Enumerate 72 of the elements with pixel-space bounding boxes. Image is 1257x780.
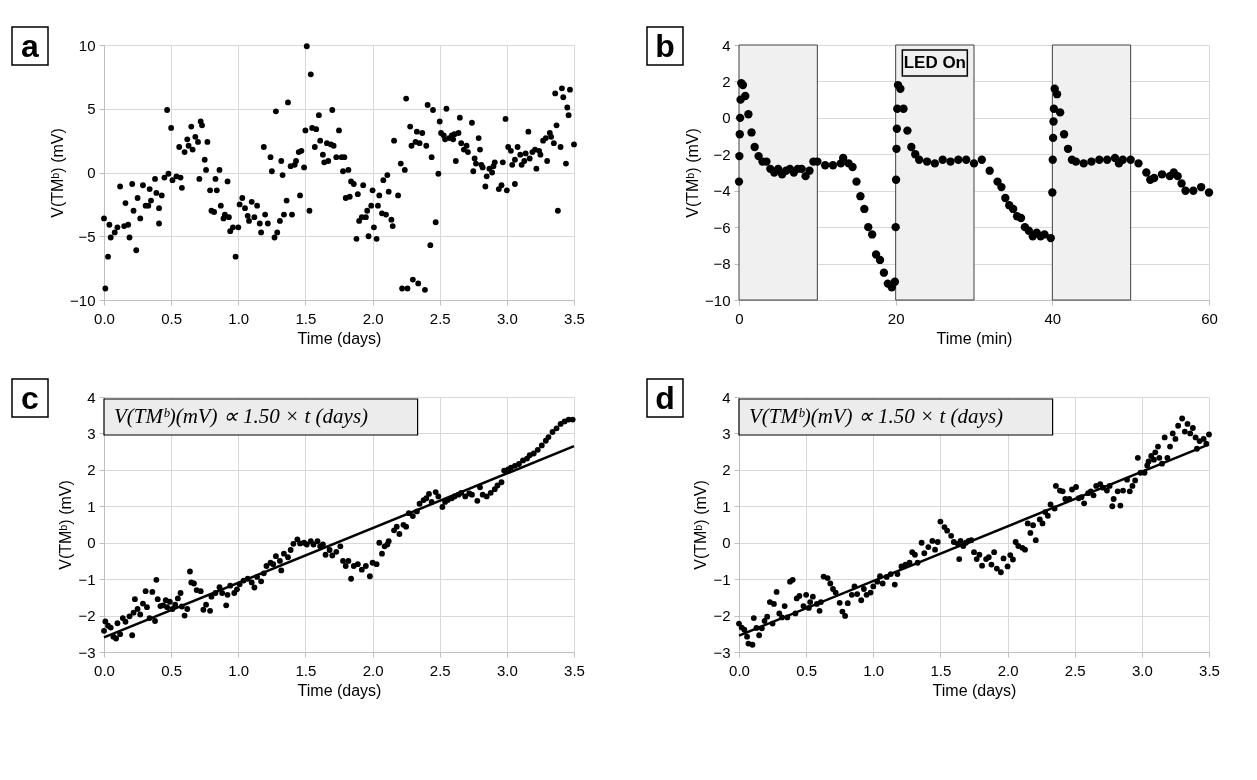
y-tick-label: −8	[713, 255, 731, 273]
band-label: LED On	[903, 53, 967, 72]
x-tick-label: 1.5	[295, 661, 317, 679]
y-tick-label: 2	[722, 461, 731, 479]
x-tick-label: 0.5	[796, 661, 818, 679]
y-tick-label: −2	[713, 145, 731, 163]
y-tick-label: 2	[722, 72, 731, 90]
y-tick-label: −2	[78, 607, 96, 625]
x-tick-label: 3.5	[564, 309, 585, 327]
y-tick-label: 0	[722, 109, 731, 127]
text: a	[21, 28, 40, 64]
y-tick-label: −4	[713, 182, 731, 200]
y-tick-label: 3	[722, 424, 731, 442]
y-tick-label: 3	[87, 424, 96, 442]
x-tick-label: 2.5	[429, 309, 451, 327]
y-tick-label: 2	[87, 461, 96, 479]
y-tick-label: −3	[713, 643, 731, 661]
x-tick-label: 1.0	[228, 309, 250, 327]
x-tick-label: 2.0	[362, 661, 384, 679]
y-axis-title: V(TMᵇ) (mV)	[57, 480, 75, 570]
y-tick-label: −1	[713, 570, 731, 588]
y-tick-label: −6	[713, 218, 731, 236]
x-tick-label: 3.0	[1131, 661, 1153, 679]
y-tick-label: −1	[78, 570, 96, 588]
x-tick-label: 2.0	[997, 661, 1019, 679]
x-tick-label: 2.5	[1064, 661, 1086, 679]
y-tick-label: −2	[713, 607, 731, 625]
text: d	[655, 380, 675, 416]
x-tick-label: 0.5	[161, 309, 183, 327]
x-tick-label: 1.5	[295, 309, 317, 327]
x-tick-label: 1.0	[228, 661, 250, 679]
x-tick-label: 3.0	[496, 309, 518, 327]
x-tick-label: 40	[1044, 309, 1062, 327]
y-tick-label: 0	[722, 534, 731, 552]
y-tick-label: 10	[78, 36, 96, 54]
x-tick-label: 3.0	[496, 661, 518, 679]
annotation: V(TMᵇ)(mV) ∝ 1.50 × t (days)	[114, 404, 369, 428]
x-axis-title: Time (days)	[297, 329, 382, 347]
x-axis-title: Time (days)	[297, 681, 382, 699]
x-axis-title: Time (days)	[932, 681, 1017, 699]
y-tick-label: 0	[87, 164, 96, 181]
y-tick-label: 4	[87, 388, 96, 406]
text: b	[655, 28, 675, 64]
y-axis-title: V(TMᵇ) (mV)	[49, 128, 67, 218]
x-axis-title: Time (min)	[936, 329, 1013, 347]
y-tick-label: 5	[87, 100, 96, 118]
y-tick-label: 4	[722, 36, 731, 54]
x-tick-label: 0.0	[94, 309, 115, 327]
x-tick-label: 1.5	[930, 661, 952, 679]
y-tick-label: 4	[722, 388, 731, 406]
x-tick-label: 20	[887, 309, 905, 327]
y-tick-label: 1	[722, 497, 731, 515]
y-axis-title: V(TMᵇ) (mV)	[692, 480, 710, 570]
x-tick-label: 1.0	[863, 661, 885, 679]
y-tick-label: −5	[78, 227, 96, 245]
y-tick-label: −3	[78, 643, 96, 661]
x-tick-label: 3.5	[1199, 661, 1220, 679]
annotation: V(TMᵇ)(mV) ∝ 1.50 × t (days)	[749, 404, 1004, 428]
y-tick-label: 0	[87, 534, 96, 552]
x-tick-label: 0	[735, 309, 744, 327]
y-tick-label: 1	[87, 497, 96, 515]
x-tick-label: 0.0	[94, 661, 115, 679]
x-tick-label: 60	[1201, 309, 1218, 327]
x-tick-label: 2.5	[429, 661, 451, 679]
x-tick-label: 3.5	[564, 661, 585, 679]
y-tick-label: −10	[705, 291, 731, 309]
y-axis-title: V(TMᵇ) (mV)	[684, 128, 702, 218]
x-tick-label: 2.0	[362, 309, 384, 327]
x-tick-label: 0.5	[161, 661, 183, 679]
y-tick-label: −10	[70, 291, 96, 309]
x-tick-label: 0.0	[729, 661, 750, 679]
text: c	[21, 380, 39, 416]
